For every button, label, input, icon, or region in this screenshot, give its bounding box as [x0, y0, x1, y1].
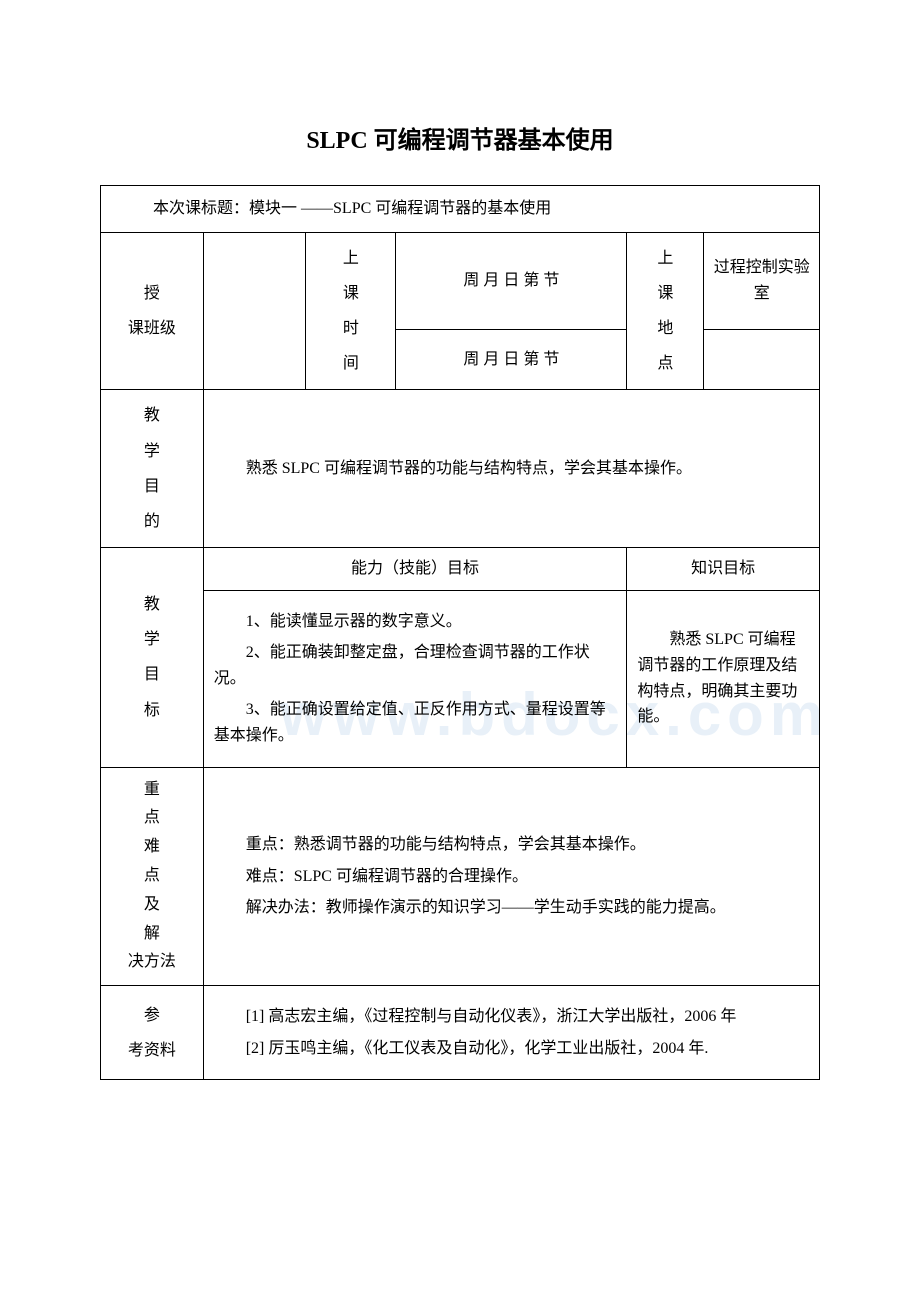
skill-item-3: 3、能正确设置给定值、正反作用方式、量程设置等基本操作。 — [214, 697, 617, 748]
reference-2: [2] 厉玉鸣主编，《化工仪表及自动化》，化学工业出版社，2004 年. — [214, 1036, 809, 1062]
class-value — [203, 232, 306, 390]
goals-header-row: 教学目标 能力（技能）目标 知识目标 — [101, 548, 820, 591]
goals-label: 教学目标 — [101, 548, 204, 768]
references-content: [1] 高志宏主编，《过程控制与自动化仪表》，浙江大学出版社，2006 年 [2… — [203, 986, 819, 1080]
objective-label: 教学目的 — [101, 390, 204, 548]
topic-row: 本次课标题：模块一 ——SLPC 可编程调节器的基本使用 — [101, 186, 820, 233]
time-label: 上课时间 — [306, 232, 396, 390]
place-value-2 — [704, 329, 820, 390]
reference-1: [1] 高志宏主编，《过程控制与自动化仪表》，浙江大学出版社，2006 年 — [214, 1004, 809, 1030]
goals-content-row: 1、能读懂显示器的数字意义。 2、能正确装卸整定盘，合理检查调节器的工作状况。 … — [101, 590, 820, 767]
topic-prefix: 本次课标题： — [153, 200, 249, 217]
skill-item-2: 2、能正确装卸整定盘，合理检查调节器的工作状况。 — [214, 640, 617, 691]
schedule-row-1: 授课班级 上课时间 周 月 日 第 节 上课地点 过程控制实验室 — [101, 232, 820, 329]
focus-line-3: 解决办法：教师操作演示的知识学习——学生动手实践的能力提高。 — [214, 895, 809, 921]
objective-text: 熟悉 SLPC 可编程调节器的功能与结构特点，学会其基本操作。 — [214, 456, 809, 482]
objective-content: 熟悉 SLPC 可编程调节器的功能与结构特点，学会其基本操作。 — [203, 390, 819, 548]
knowledge-content: 熟悉 SLPC 可编程调节器的工作原理及结构特点，明确其主要功能。 — [627, 590, 820, 767]
focus-line-1: 重点：熟悉调节器的功能与结构特点，学会其基本操作。 — [214, 832, 809, 858]
topic-text: 模块一 ——SLPC 可编程调节器的基本使用 — [249, 200, 551, 217]
place-value-1: 过程控制实验室 — [704, 232, 820, 329]
references-row: 参考资料 [1] 高志宏主编，《过程控制与自动化仪表》，浙江大学出版社，2006… — [101, 986, 820, 1080]
objective-row: 教学目的 熟悉 SLPC 可编程调节器的功能与结构特点，学会其基本操作。 — [101, 390, 820, 548]
skill-content: 1、能读懂显示器的数字意义。 2、能正确装卸整定盘，合理检查调节器的工作状况。 … — [203, 590, 627, 767]
class-label: 授课班级 — [101, 232, 204, 390]
knowledge-header: 知识目标 — [627, 548, 820, 591]
references-label: 参考资料 — [101, 986, 204, 1080]
knowledge-text: 熟悉 SLPC 可编程调节器的工作原理及结构特点，明确其主要功能。 — [637, 627, 809, 729]
time-slot-2: 周 月 日 第 节 — [396, 329, 627, 390]
topic-cell: 本次课标题：模块一 ——SLPC 可编程调节器的基本使用 — [101, 186, 820, 233]
focus-content: 重点：熟悉调节器的功能与结构特点，学会其基本操作。 难点：SLPC 可编程调节器… — [203, 767, 819, 986]
lesson-plan-table: 本次课标题：模块一 ——SLPC 可编程调节器的基本使用 授课班级 上课时间 周… — [100, 185, 820, 1080]
place-label: 上课地点 — [627, 232, 704, 390]
skill-item-1: 1、能读懂显示器的数字意义。 — [214, 609, 617, 635]
focus-row: 重点难点及解决方法 重点：熟悉调节器的功能与结构特点，学会其基本操作。 难点：S… — [101, 767, 820, 986]
focus-label: 重点难点及解决方法 — [101, 767, 204, 986]
time-slot-1: 周 月 日 第 节 — [396, 232, 627, 329]
page-title: SLPC 可编程调节器基本使用 — [100, 120, 820, 155]
focus-line-2: 难点：SLPC 可编程调节器的合理操作。 — [214, 864, 809, 890]
skill-header: 能力（技能）目标 — [203, 548, 627, 591]
